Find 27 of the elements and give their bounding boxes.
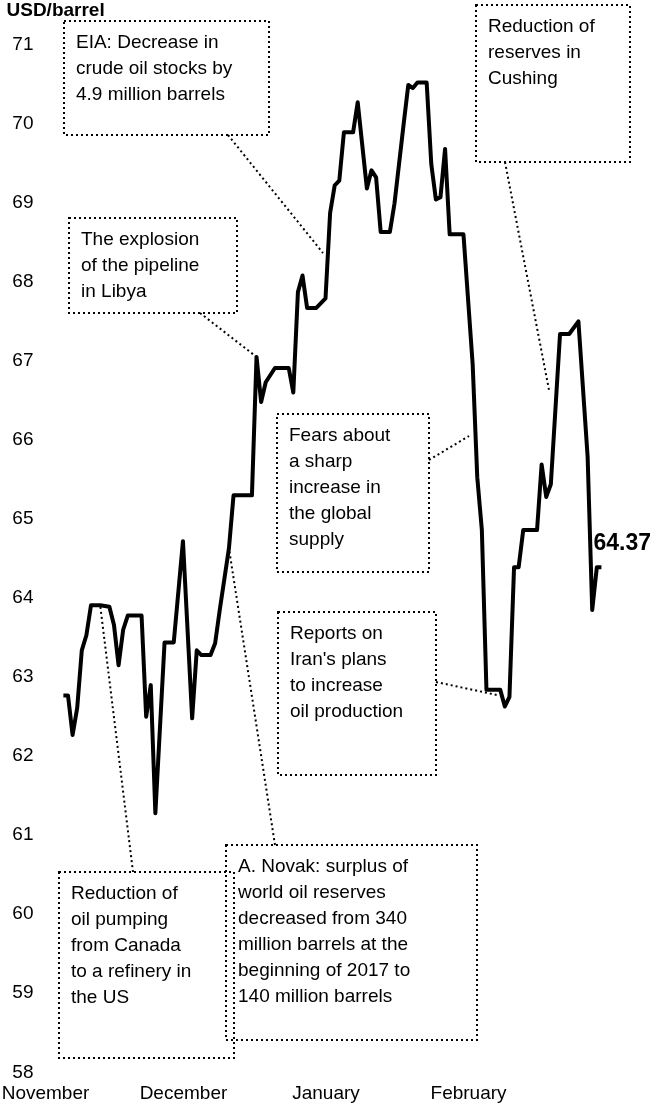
y-tick-label: 68	[12, 269, 34, 291]
y-tick-label: 62	[12, 744, 34, 766]
annotation: Fears about a sharp increase in the global supply	[289, 424, 392, 549]
y-tick-label: 70	[12, 111, 34, 133]
y-tick-label: 58	[12, 1060, 34, 1082]
y-tick-label: 66	[12, 427, 34, 449]
annotation: EIA: Decrease in crude oil stocks by 4.9 million barrels	[76, 31, 233, 104]
y-tick-label: 65	[12, 506, 34, 528]
y-tick-label: 61	[12, 823, 34, 845]
data-label: 64.37	[593, 529, 651, 556]
y-tick-label: 71	[12, 32, 34, 54]
y-axis-title: USD/barrel	[6, 0, 105, 20]
y-tick-label: 69	[12, 190, 34, 212]
y-tick-label: 64	[12, 586, 34, 608]
annotation: Reports on Iran's plans to increase oil production	[290, 622, 404, 721]
y-tick-label: 60	[12, 902, 34, 924]
annotation: Reduction of reserves in Cushing	[488, 15, 596, 88]
y-tick-label: 63	[12, 665, 34, 687]
x-tick-label: February	[430, 1081, 508, 1103]
annotation: Reduction of oil pumping from Canada to a refinery in the US	[71, 882, 192, 1007]
annotation: The explosion of the pipeline in Libya	[81, 228, 200, 301]
annotation: A. Novak: surplus of world oil reserves decreased from 340 million barrels at the beginning of 2017 to 140 million barrels	[237, 855, 411, 1006]
y-tick-label: 59	[12, 981, 34, 1003]
x-tick-label: December	[139, 1081, 228, 1103]
y-tick-label: 67	[12, 348, 34, 370]
x-tick-label: January	[292, 1081, 361, 1103]
x-tick-label: November	[1, 1081, 90, 1103]
